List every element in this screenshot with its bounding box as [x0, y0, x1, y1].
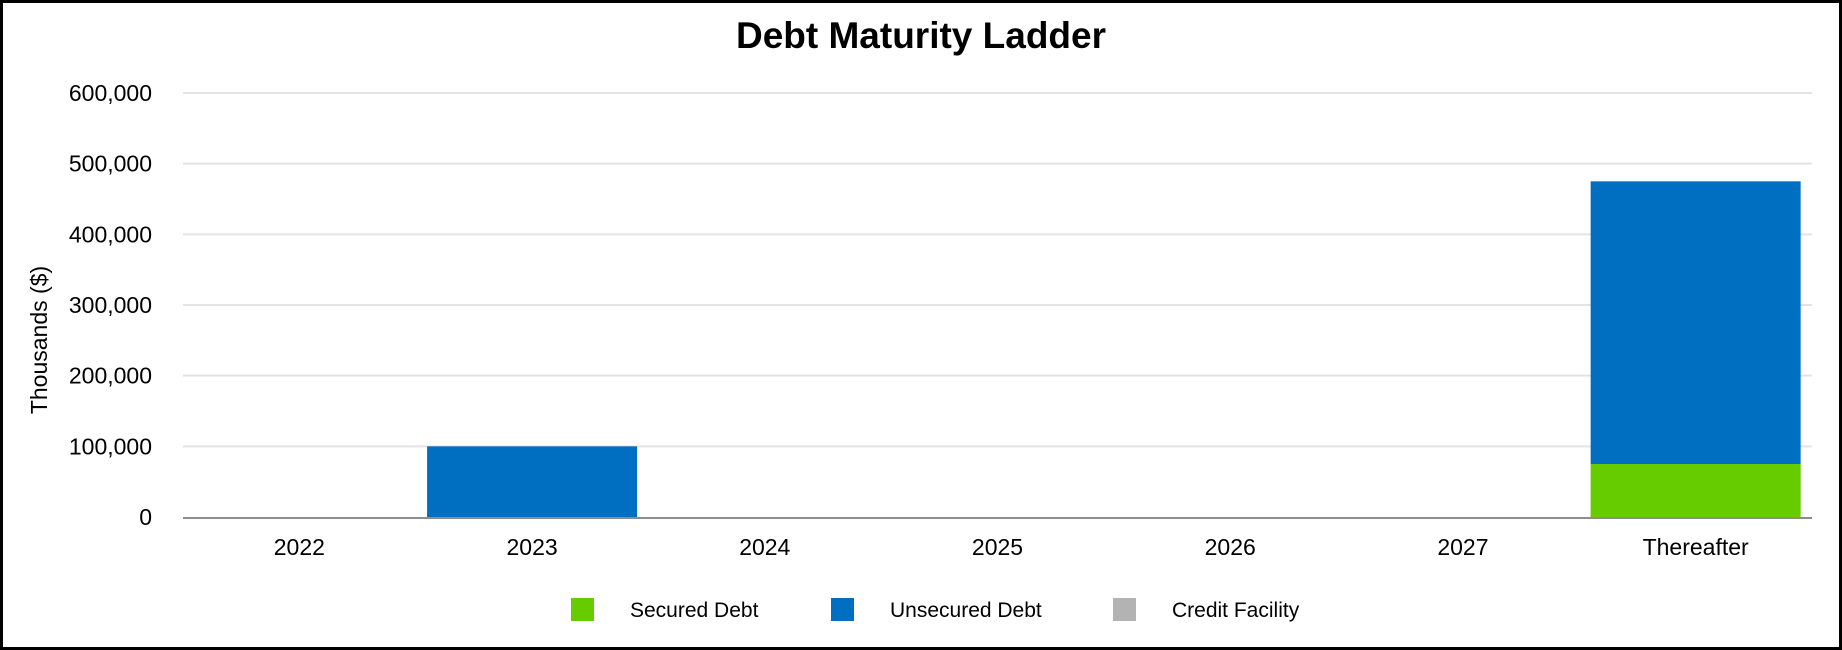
gridlines — [183, 92, 1812, 448]
y-tick-label: 100,000 — [69, 433, 152, 459]
x-tick-label: 2025 — [972, 534, 1023, 560]
y-tick-label: 0 — [139, 504, 152, 530]
y-tick-label: 200,000 — [69, 363, 152, 389]
legend-label: Unsecured Debt — [890, 599, 1042, 622]
legend-swatch — [1113, 598, 1136, 621]
y-tick-label: 600,000 — [69, 80, 152, 106]
legend-swatch — [831, 598, 854, 621]
y-tick-label: 300,000 — [69, 292, 152, 318]
y-tick-label: 400,000 — [69, 221, 152, 247]
legend-swatch — [571, 598, 594, 621]
bar-unsecured-debt-thereafter — [1590, 181, 1801, 465]
chart-title: Debt Maturity Ladder — [736, 15, 1106, 56]
legend-label: Credit Facility — [1172, 599, 1300, 622]
legend: Secured Debt Unsecured Debt Credit Facilit… — [571, 598, 1300, 622]
y-axis-label: Thousands ($) — [26, 266, 52, 414]
x-tick-label: Thereafter — [1643, 534, 1749, 560]
x-tick-label: 2023 — [506, 534, 557, 560]
x-tick-label: 2022 — [274, 534, 325, 560]
x-tick-label: 2026 — [1205, 534, 1256, 560]
bar-unsecured-debt-2023 — [427, 446, 638, 517]
bar-series — [427, 181, 1801, 517]
x-tick-label: 2027 — [1437, 534, 1488, 560]
x-tick-label: 2024 — [739, 534, 790, 560]
y-tick-label: 500,000 — [69, 151, 152, 177]
y-axis-ticks: 0 100,000 200,000 300,000 400,000 500,000 600,… — [69, 80, 152, 530]
bar-secured-debt-thereafter — [1590, 464, 1801, 517]
x-axis-ticks: 2022 2023 2024 2025 2026 2027 Thereafter — [274, 534, 1749, 560]
legend-label: Secured Debt — [630, 599, 759, 622]
